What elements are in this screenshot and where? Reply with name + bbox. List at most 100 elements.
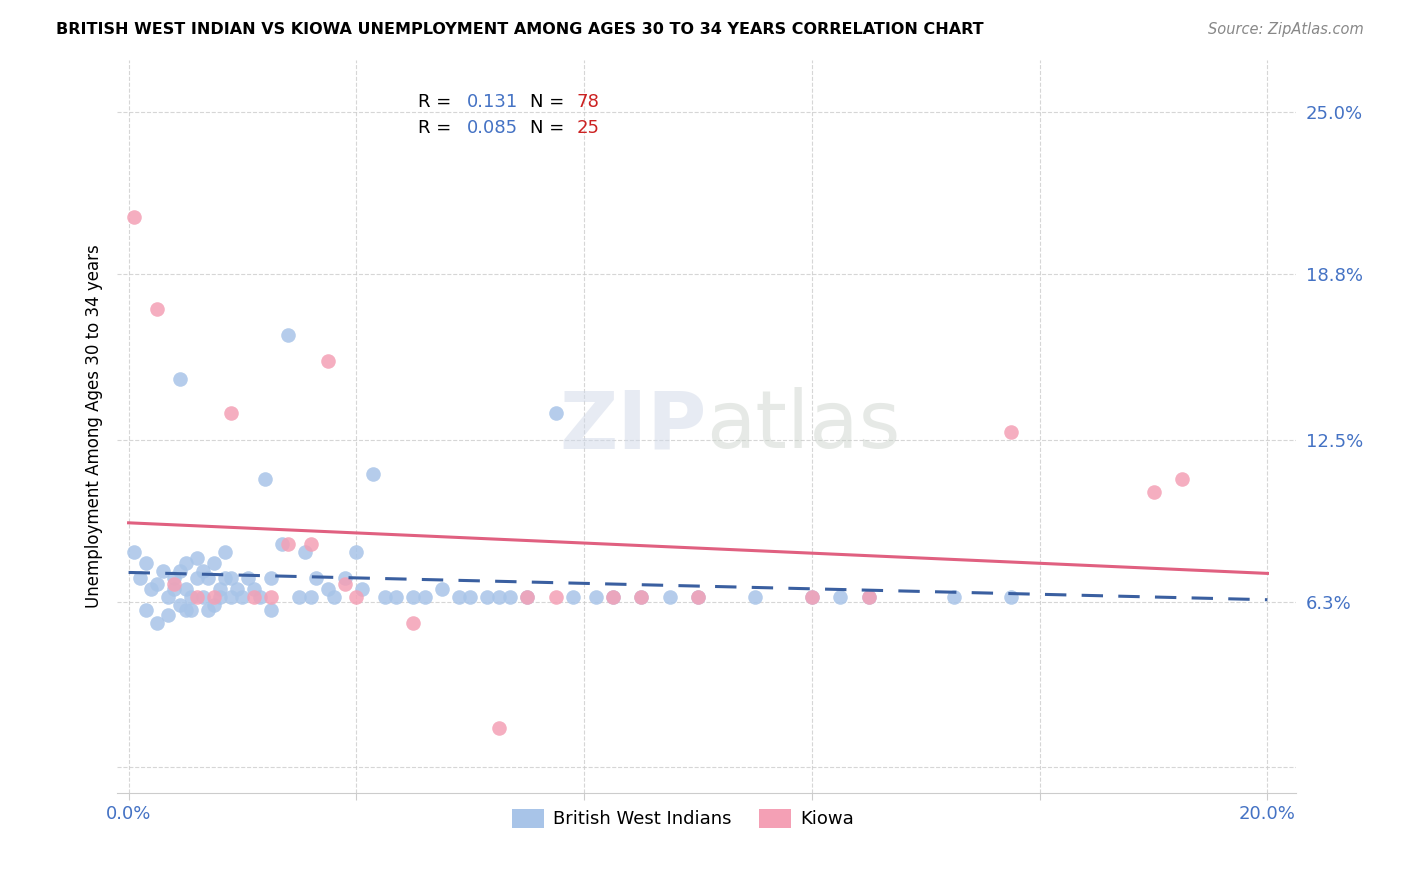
- Point: [197, 572, 219, 586]
- Point: [544, 590, 567, 604]
- Point: [1171, 472, 1194, 486]
- Point: [344, 545, 367, 559]
- Point: [516, 590, 538, 604]
- Point: [146, 301, 169, 316]
- Point: [316, 582, 339, 596]
- Text: N =: N =: [530, 94, 564, 112]
- Point: [488, 721, 510, 735]
- Point: [516, 590, 538, 604]
- Point: [333, 572, 356, 586]
- Point: [413, 590, 436, 604]
- Point: [219, 572, 242, 586]
- Point: [430, 582, 453, 596]
- Point: [202, 590, 225, 604]
- Text: 0.085: 0.085: [467, 119, 519, 137]
- Point: [231, 590, 253, 604]
- Text: ZIP: ZIP: [560, 387, 707, 466]
- Point: [186, 550, 208, 565]
- Point: [146, 576, 169, 591]
- Point: [561, 590, 583, 604]
- Text: 25: 25: [576, 119, 600, 137]
- Text: R =: R =: [418, 119, 451, 137]
- Point: [544, 406, 567, 420]
- Point: [186, 572, 208, 586]
- Legend: British West Indians, Kiowa: British West Indians, Kiowa: [505, 802, 862, 836]
- Point: [122, 210, 145, 224]
- Point: [208, 590, 231, 604]
- Point: [305, 572, 328, 586]
- Point: [1142, 485, 1164, 500]
- Point: [163, 576, 186, 591]
- Point: [602, 590, 624, 604]
- Point: [152, 564, 174, 578]
- Point: [477, 590, 499, 604]
- Point: [800, 590, 823, 604]
- Point: [214, 545, 236, 559]
- Point: [169, 564, 191, 578]
- Point: [135, 556, 157, 570]
- Point: [299, 537, 322, 551]
- Point: [202, 556, 225, 570]
- Text: 0.131: 0.131: [467, 94, 519, 112]
- Point: [135, 603, 157, 617]
- Point: [174, 582, 197, 596]
- Point: [249, 590, 271, 604]
- Point: [202, 598, 225, 612]
- Point: [260, 590, 283, 604]
- Point: [163, 582, 186, 596]
- Point: [180, 603, 202, 617]
- Point: [800, 590, 823, 604]
- Point: [630, 590, 652, 604]
- Point: [174, 556, 197, 570]
- Point: [858, 590, 880, 604]
- Point: [141, 582, 163, 596]
- Point: [214, 572, 236, 586]
- Point: [658, 590, 681, 604]
- Point: [243, 582, 266, 596]
- Point: [374, 590, 396, 604]
- Point: [174, 603, 197, 617]
- Point: [858, 590, 880, 604]
- Point: [447, 590, 470, 604]
- Point: [1000, 590, 1022, 604]
- Point: [686, 590, 709, 604]
- Point: [191, 564, 214, 578]
- Point: [236, 572, 259, 586]
- Point: [191, 590, 214, 604]
- Point: [458, 590, 481, 604]
- Point: [744, 590, 766, 604]
- Point: [197, 603, 219, 617]
- Point: [186, 590, 208, 604]
- Point: [254, 472, 277, 486]
- Point: [169, 372, 191, 386]
- Point: [943, 590, 966, 604]
- Point: [299, 590, 322, 604]
- Point: [146, 615, 169, 630]
- Point: [163, 572, 186, 586]
- Point: [585, 590, 607, 604]
- Point: [488, 590, 510, 604]
- Point: [344, 590, 367, 604]
- Point: [157, 608, 180, 623]
- Point: [602, 590, 624, 604]
- Text: Source: ZipAtlas.com: Source: ZipAtlas.com: [1208, 22, 1364, 37]
- Y-axis label: Unemployment Among Ages 30 to 34 years: Unemployment Among Ages 30 to 34 years: [86, 244, 103, 608]
- Point: [277, 537, 299, 551]
- Point: [402, 590, 425, 604]
- Point: [385, 590, 408, 604]
- Text: 78: 78: [576, 94, 600, 112]
- Point: [322, 590, 344, 604]
- Point: [208, 582, 231, 596]
- Point: [333, 576, 356, 591]
- Point: [363, 467, 385, 481]
- Point: [316, 354, 339, 368]
- Text: atlas: atlas: [707, 387, 901, 466]
- Point: [169, 598, 191, 612]
- Point: [1000, 425, 1022, 439]
- Point: [122, 545, 145, 559]
- Point: [219, 590, 242, 604]
- Point: [180, 590, 202, 604]
- Point: [225, 582, 247, 596]
- Point: [271, 537, 294, 551]
- Point: [260, 572, 283, 586]
